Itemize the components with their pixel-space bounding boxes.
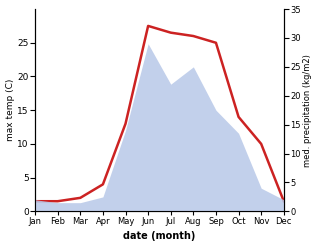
Y-axis label: med. precipitation (kg/m2): med. precipitation (kg/m2) <box>303 54 313 167</box>
X-axis label: date (month): date (month) <box>123 231 196 242</box>
Y-axis label: max temp (C): max temp (C) <box>5 79 15 141</box>
